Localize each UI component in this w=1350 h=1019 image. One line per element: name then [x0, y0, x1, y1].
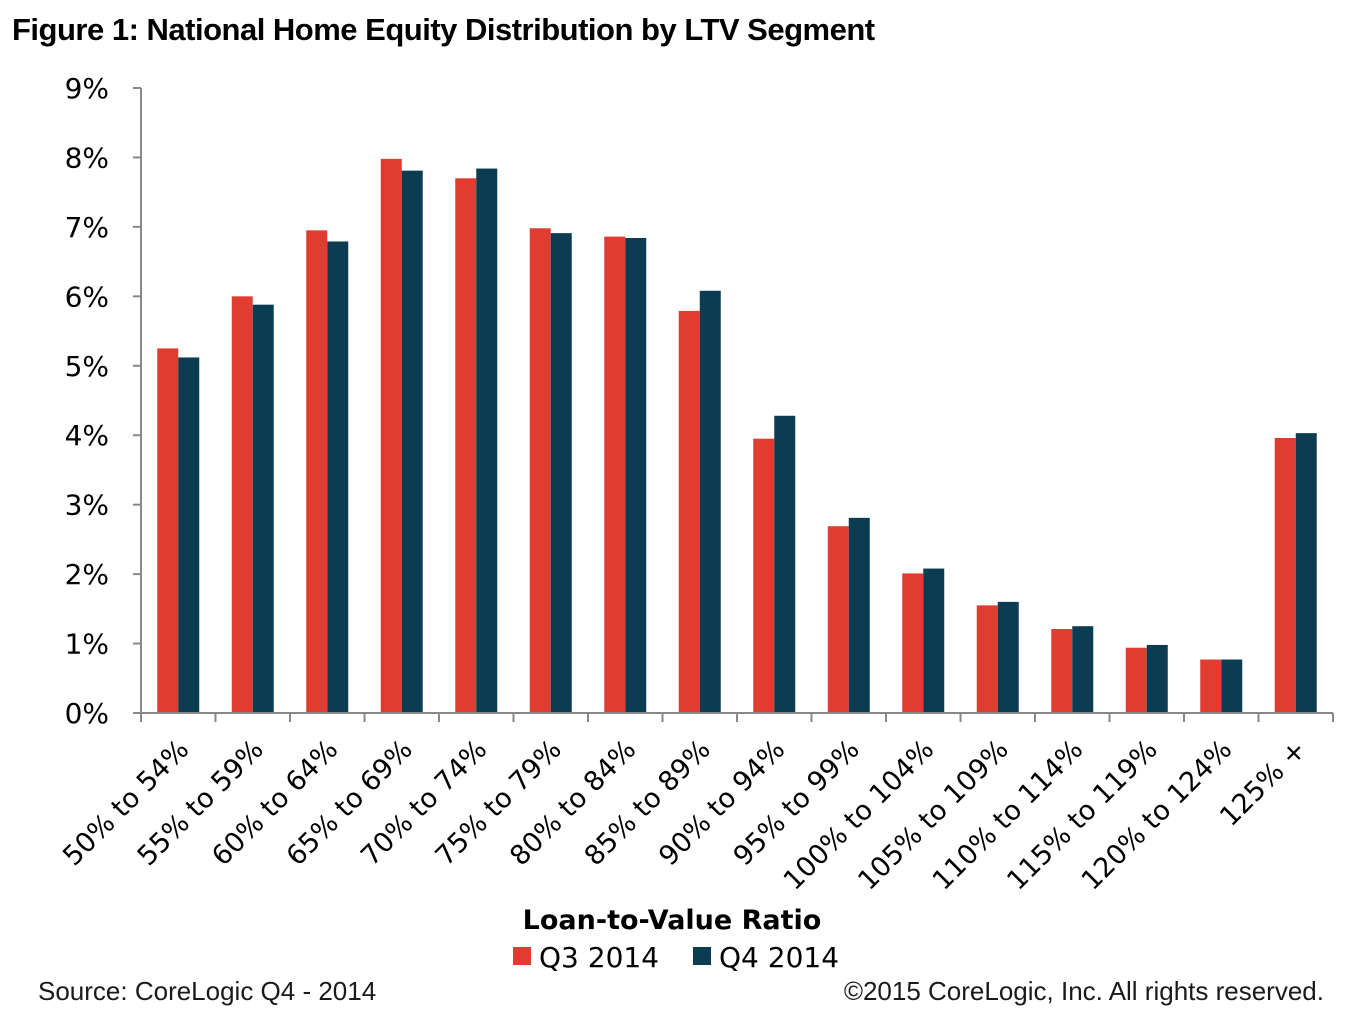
- bar-q3-2014: [157, 348, 179, 713]
- bars-group: [157, 158, 1317, 714]
- bar-q4-2014: [327, 241, 349, 713]
- bar-q4-2014: [774, 415, 796, 713]
- bar-q3-2014: [902, 573, 924, 713]
- y-tick-label: 1%: [65, 628, 109, 661]
- bar-q3-2014: [529, 228, 551, 713]
- bar-q3-2014: [604, 236, 626, 713]
- bar-q4-2014: [848, 517, 870, 713]
- bar-q4-2014: [252, 304, 274, 713]
- source-note: Source: CoreLogic Q4 - 2014: [38, 976, 377, 1006]
- bar-q3-2014: [231, 296, 253, 713]
- y-axis: 0% 1% 2% 3% 4% 5% 6% 7% 8% 9%: [65, 72, 142, 730]
- bar-q3-2014: [1200, 659, 1222, 713]
- legend-label-q4-2014: Q4 2014: [719, 941, 839, 974]
- bar-q3-2014: [1125, 647, 1147, 713]
- y-tick-label: 5%: [65, 350, 109, 383]
- bar-q3-2014: [827, 526, 849, 713]
- bar-q4-2014: [1072, 626, 1094, 713]
- bar-q3-2014: [455, 178, 477, 713]
- chart-title: Figure 1: National Home Equity Distribut…: [12, 12, 875, 47]
- bar-q3-2014: [306, 230, 328, 713]
- bar-q4-2014: [699, 290, 721, 713]
- bar-q3-2014: [1274, 438, 1296, 713]
- bar-q4-2014: [476, 168, 498, 714]
- legend-swatch-q3-2014: [513, 947, 531, 965]
- bar-q4-2014: [401, 170, 423, 713]
- bar-q4-2014: [1295, 433, 1317, 713]
- bar-q3-2014: [380, 158, 402, 714]
- y-tick-label: 3%: [65, 489, 109, 522]
- bar-q4-2014: [550, 233, 572, 713]
- bar-q4-2014: [178, 357, 200, 713]
- x-axis-title: Loan-to-Value Ratio: [523, 905, 822, 936]
- y-tick-label: 4%: [65, 419, 109, 452]
- bar-q4-2014: [923, 568, 945, 713]
- y-tick-label: 2%: [65, 558, 109, 591]
- y-tick-label: 6%: [65, 280, 109, 313]
- x-axis: 50% to 54%55% to 59%60% to 64%65% to 69%…: [57, 712, 1334, 896]
- bar-q4-2014: [1146, 644, 1168, 713]
- x-tick-label: 50% to 54%: [57, 734, 195, 872]
- legend: Q3 2014 Q4 2014: [513, 941, 839, 974]
- bar-q4-2014: [625, 238, 647, 713]
- bar-q3-2014: [678, 310, 700, 713]
- y-tick-label: 7%: [65, 211, 109, 244]
- bar-q3-2014: [1051, 628, 1073, 713]
- bar-q3-2014: [976, 605, 998, 713]
- y-tick-label: 8%: [65, 141, 109, 174]
- legend-label-q3-2014: Q3 2014: [539, 941, 659, 974]
- bar-q4-2014: [1221, 659, 1243, 713]
- y-tick-label: 0%: [65, 697, 109, 730]
- copyright-note: ©2015 CoreLogic, Inc. All rights reserve…: [843, 976, 1324, 1006]
- y-tick-label: 9%: [65, 72, 109, 105]
- legend-swatch-q4-2014: [693, 947, 711, 965]
- bar-q4-2014: [997, 601, 1019, 713]
- bar-q3-2014: [753, 438, 775, 713]
